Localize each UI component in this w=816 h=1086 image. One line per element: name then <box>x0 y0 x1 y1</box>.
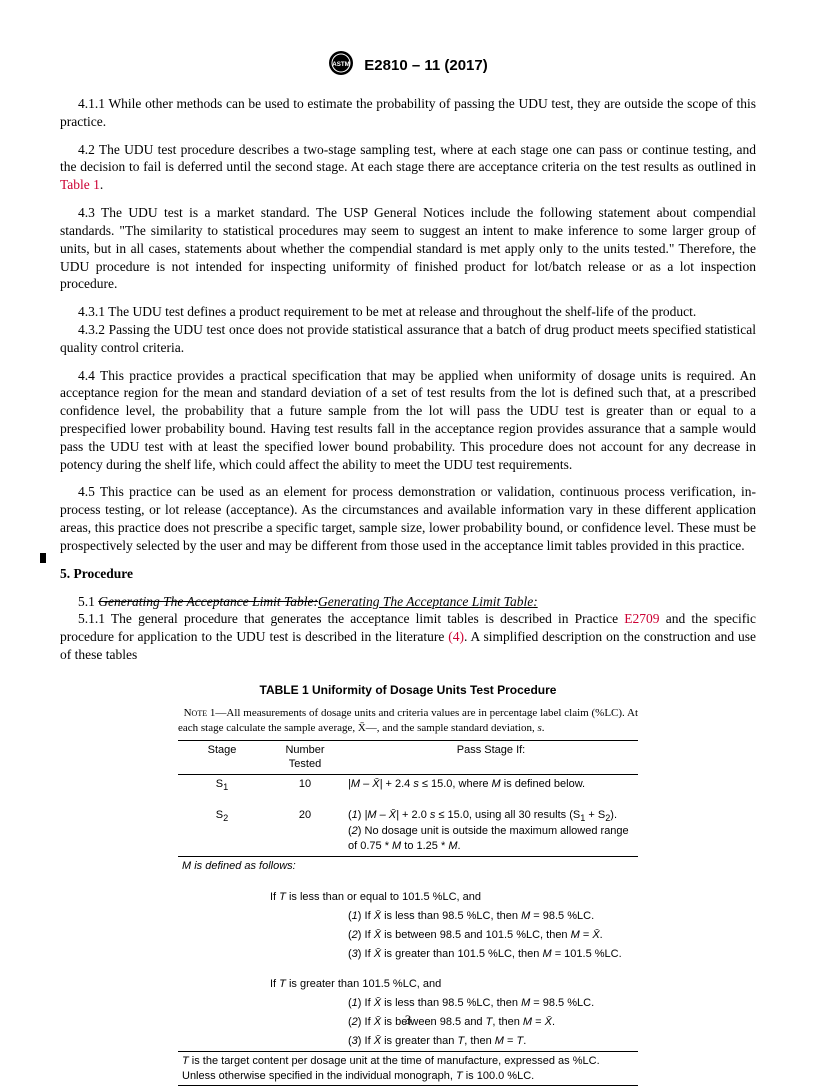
para-4-2: 4.2 The UDU test procedure describes a t… <box>60 141 756 194</box>
cell-s1-pass: |M – X̄| + 2.4 s ≤ 15.0, where M is defi… <box>344 775 638 796</box>
table-row: (3) If X̄ is greater than 101.5 %LC, the… <box>178 945 638 964</box>
t-footnote: T is the target content per dosage unit … <box>178 1051 638 1085</box>
change-bar-icon <box>40 553 46 563</box>
para-4-1-1: 4.1.1 While other methods can be used to… <box>60 95 756 131</box>
table-1-title: TABLE 1 Uniformity of Dosage Units Test … <box>178 682 638 698</box>
note-end: . <box>542 722 545 734</box>
astm-logo-icon: ASTM <box>328 50 354 81</box>
if-t-le: If T is less than or equal to 101.5 %LC,… <box>266 888 638 907</box>
para-4-3-2: 4.3.2 Passing the UDU test once does not… <box>60 321 756 357</box>
para-4-5: 4.5 This practice can be used as an elem… <box>60 483 756 554</box>
para-5-1: 5.1 Generating The Acceptance Limit Tabl… <box>60 593 756 611</box>
para-4-2-text-b: . <box>100 177 103 192</box>
table-row: S2 20 (1) |M – X̄| + 2.0 s ≤ 15.0, using… <box>178 806 638 856</box>
table-row: If T is less than or equal to 101.5 %LC,… <box>178 888 638 907</box>
table-row-spacer <box>178 876 638 888</box>
cell-s1: S1 <box>178 775 266 796</box>
table-row: (2) If X̄ is between 98.5 and 101.5 %LC,… <box>178 926 638 945</box>
e2709-link[interactable]: E2709 <box>624 611 659 626</box>
para-5-1-1: 5.1.1 The general procedure that generat… <box>60 610 756 663</box>
para-5-1-num: 5.1 <box>78 594 98 609</box>
table-row-spacer <box>178 796 638 806</box>
m-defined: M is defined as follows: <box>178 857 638 876</box>
note-text: All measurements of dosage units and cri… <box>178 707 638 734</box>
page-header: ASTM E2810 – 11 (2017) <box>60 50 756 81</box>
table-row: T is the target content per dosage unit … <box>178 1051 638 1085</box>
if1c: (3) If X̄ is greater than 101.5 %LC, the… <box>344 945 638 964</box>
cell-s2-pass: (1) |M – X̄| + 2.0 s ≤ 15.0, using all 3… <box>344 806 638 856</box>
table-row-spacer <box>178 963 638 975</box>
if1a: (1) If X̄ is less than 98.5 %LC, then M … <box>344 907 638 926</box>
body-text: 4.1.1 While other methods can be used to… <box>60 95 756 664</box>
para-5-1-1-a: 5.1.1 The general procedure that generat… <box>78 611 624 626</box>
para-4-4: 4.4 This practice provides a practical s… <box>60 367 756 474</box>
para-5-1-new: Generating The Acceptance Limit Table: <box>318 594 538 609</box>
cell-s2-num: 20 <box>266 806 344 856</box>
page: ASTM E2810 – 11 (2017) 4.1.1 While other… <box>0 0 816 1056</box>
udu-table: Stage Number Tested Pass Stage If: S1 10… <box>178 740 638 1086</box>
table-1-link[interactable]: Table 1 <box>60 177 100 192</box>
table-row: M is defined as follows: <box>178 857 638 876</box>
th-pass: Pass Stage If: <box>344 740 638 775</box>
note-label: Note 1— <box>184 707 227 719</box>
section-5-heading: 5. Procedure <box>60 565 756 583</box>
th-number: Number Tested <box>266 740 344 775</box>
ref-4-link[interactable]: (4) <box>448 629 464 644</box>
table-1-note: Note 1—All measurements of dosage units … <box>178 706 638 736</box>
page-number: 3 <box>0 1012 816 1028</box>
if2a: (1) If X̄ is less than 98.5 %LC, then M … <box>344 994 638 1013</box>
if2c: (3) If X̄ is greater than T, then M = T. <box>344 1032 638 1051</box>
table-row: S1 10 |M – X̄| + 2.4 s ≤ 15.0, where M i… <box>178 775 638 796</box>
table-header-row: Stage Number Tested Pass Stage If: <box>178 740 638 775</box>
if1b: (2) If X̄ is between 98.5 and 101.5 %LC,… <box>344 926 638 945</box>
para-4-2-text-a: 4.2 The UDU test procedure describes a t… <box>60 142 756 175</box>
cell-s1-num: 10 <box>266 775 344 796</box>
para-4-3: 4.3 The UDU test is a market standard. T… <box>60 204 756 293</box>
svg-text:ASTM: ASTM <box>333 61 351 68</box>
para-5-1-strike: Generating The Acceptance Limit Table: <box>98 594 318 609</box>
th-stage: Stage <box>178 740 266 775</box>
table-row: (1) If X̄ is less than 98.5 %LC, then M … <box>178 994 638 1013</box>
table-row: (1) If X̄ is less than 98.5 %LC, then M … <box>178 907 638 926</box>
table-row: If T is greater than 101.5 %LC, and <box>178 975 638 994</box>
table-row: (3) If X̄ is greater than T, then M = T. <box>178 1032 638 1051</box>
if-t-gt: If T is greater than 101.5 %LC, and <box>266 975 638 994</box>
document-number: E2810 – 11 (2017) <box>364 57 487 74</box>
cell-s2: S2 <box>178 806 266 856</box>
para-4-3-1: 4.3.1 The UDU test defines a product req… <box>60 303 756 321</box>
